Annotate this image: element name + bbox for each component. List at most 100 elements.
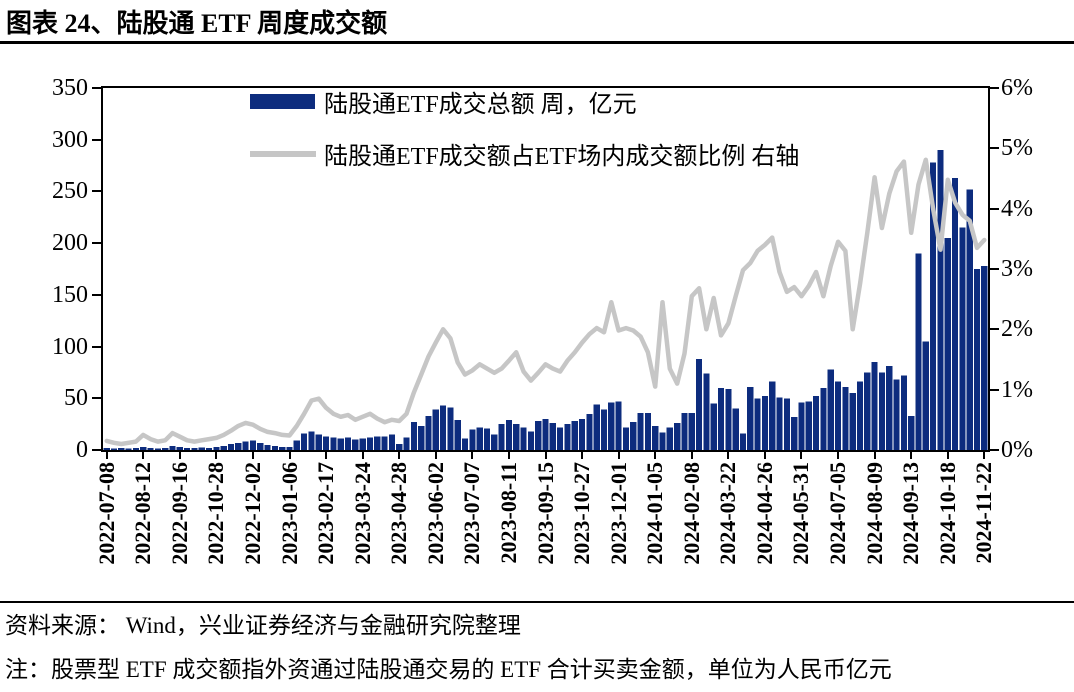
x-axis-label: 2022-07-08 (93, 462, 119, 565)
x-axis-tick (178, 452, 181, 459)
y2-axis-label: 6% (1001, 75, 1033, 101)
legend-item-ratio: 陆股通ETF成交额占ETF场内成交额比例 右轴 (250, 136, 799, 171)
volume-bar (600, 409, 608, 450)
volume-bar (322, 436, 330, 450)
y2-axis-label: 3% (1001, 256, 1033, 282)
volume-bar (776, 397, 783, 450)
volume-bar (454, 420, 461, 450)
volume-bar (593, 404, 600, 450)
x-axis-label: 2024-04-26 (751, 462, 777, 565)
y2-axis-tick (990, 268, 999, 270)
volume-bar (242, 441, 249, 450)
volume-bar (666, 427, 673, 450)
volume-bar (725, 388, 732, 450)
x-axis-label: 2024-08-09 (861, 462, 887, 565)
volume-bar (644, 412, 651, 450)
volume-bar (622, 427, 630, 450)
source-text: 资料来源： Wind，兴业证券经济与金融研究院整理 (5, 613, 521, 638)
x-axis-tick (763, 452, 766, 459)
volume-bars (103, 150, 988, 450)
volume-bar (549, 423, 556, 450)
volume-bar (798, 402, 805, 450)
title-divider (0, 41, 1074, 44)
volume-bar (856, 381, 864, 450)
volume-bar (820, 387, 827, 450)
y-axis-label: 100 (52, 333, 88, 360)
volume-bar (878, 372, 886, 450)
y2-axis-tick (990, 388, 999, 391)
volume-bar (169, 445, 176, 450)
volume-bar (410, 422, 417, 450)
volume-bar (754, 398, 761, 450)
volume-bar (761, 396, 769, 450)
volume-bar (264, 444, 271, 450)
x-axis-label: 2024-05-31 (788, 462, 814, 565)
y2-axis-tick (990, 207, 999, 210)
y-axis-tick (92, 190, 101, 193)
volume-bar (147, 447, 154, 450)
volume-bar (908, 415, 915, 450)
x-axis-label: 2024-07-05 (825, 462, 851, 565)
x-axis-tick (215, 452, 218, 459)
x-axis-tick (288, 452, 291, 459)
x-axis-label: 2022-12-02 (239, 462, 265, 565)
volume-bar (440, 405, 447, 450)
volume-bar (176, 446, 183, 450)
volume-bar (396, 443, 403, 450)
y2-axis-label: 5% (1001, 135, 1033, 162)
volume-bar (659, 432, 666, 450)
x-axis-tick (581, 452, 584, 459)
volume-bar (432, 409, 439, 450)
volume-bar (315, 434, 322, 450)
volume-bar (140, 446, 147, 450)
volume-bar (447, 407, 454, 450)
volume-bar (483, 428, 491, 450)
volume-bar (132, 447, 140, 450)
x-axis-tick (507, 452, 510, 459)
volume-bar (425, 415, 432, 450)
volume-bar (834, 381, 842, 450)
volume-bar (783, 398, 790, 450)
volume-bar (703, 373, 710, 450)
volume-bar (922, 341, 929, 450)
volume-bar (359, 438, 366, 450)
y2-axis-label: 0% (1001, 437, 1033, 463)
volume-bar (498, 424, 505, 450)
volume-bar (344, 437, 352, 450)
volume-bar (118, 447, 125, 450)
x-axis-label: 2024-02-08 (678, 462, 704, 565)
legend-label-volume: 陆股通ETF成交总额 周，亿元 (324, 92, 637, 118)
volume-bar (388, 434, 395, 450)
y-axis-label: 0 (76, 437, 88, 463)
x-axis-label: 2023-01-06 (276, 462, 302, 565)
volume-bar (249, 440, 257, 450)
x-axis-label: 2023-07-07 (459, 462, 485, 565)
volume-bar (915, 253, 922, 450)
volume-bar (213, 446, 220, 450)
x-axis-tick (471, 452, 474, 459)
volume-bar (469, 429, 476, 450)
y-axis-label: 350 (52, 75, 88, 101)
x-axis-tick (873, 452, 876, 459)
footer-divider (0, 601, 1074, 603)
volume-bar (578, 418, 586, 450)
volume-bar (791, 416, 798, 450)
volume-bar (900, 375, 907, 450)
x-axis-tick (800, 452, 803, 459)
volume-bar (301, 433, 308, 450)
volume-bar (710, 403, 717, 450)
volume-bar (286, 446, 293, 450)
volume-bar (681, 412, 688, 450)
y-axis-tick (92, 242, 101, 245)
volume-bar (930, 162, 937, 450)
x-axis-label: 2023-10-27 (569, 462, 595, 565)
legend-label-ratio: 陆股通ETF成交额占ETF场内成交额比例 右轴 (324, 144, 800, 170)
volume-bar (557, 427, 564, 450)
volume-bar (191, 447, 198, 450)
x-axis-label: 2022-08-12 (130, 462, 156, 565)
volume-bar (959, 227, 966, 450)
x-axis-label: 2023-08-11 (495, 462, 521, 564)
volume-bar (564, 424, 571, 450)
legend: 陆股通ETF成交总额 周，亿元 陆股通ETF成交额占ETF场内成交额比例 右轴 (250, 84, 799, 188)
